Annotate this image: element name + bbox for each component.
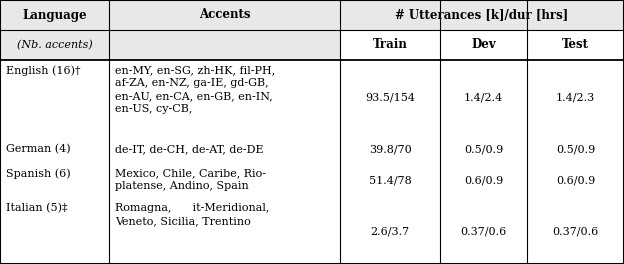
Text: # Utterances [k]/dur [hrs]: # Utterances [k]/dur [hrs] — [396, 8, 568, 21]
Text: Language: Language — [22, 8, 87, 21]
Text: (Nb. accents): (Nb. accents) — [17, 40, 92, 50]
Text: Test: Test — [562, 39, 589, 51]
Text: 1.4/2.3: 1.4/2.3 — [556, 92, 595, 102]
Text: 2.6/3.7: 2.6/3.7 — [371, 226, 409, 236]
Text: 0.5/0.9: 0.5/0.9 — [464, 144, 503, 154]
Text: Veneto, Sicilia, Trentino: Veneto, Sicilia, Trentino — [115, 216, 251, 226]
Text: Italian (5)‡: Italian (5)‡ — [6, 203, 67, 213]
Bar — [109, 0, 340, 30]
Text: af-ZA, en-NZ, ga-IE, gd-GB,: af-ZA, en-NZ, ga-IE, gd-GB, — [115, 78, 269, 88]
Text: 93.5/154: 93.5/154 — [365, 92, 415, 102]
Text: 51.4/78: 51.4/78 — [369, 176, 411, 186]
Bar — [0, 30, 109, 60]
Text: 0.5/0.9: 0.5/0.9 — [556, 144, 595, 154]
Text: en-AU, en-CA, en-GB, en-IN,: en-AU, en-CA, en-GB, en-IN, — [115, 91, 273, 101]
Text: platense, Andino, Spain: platense, Andino, Spain — [115, 181, 249, 191]
Text: Accents: Accents — [199, 8, 250, 21]
Text: Mexico, Chile, Caribe, Rio-: Mexico, Chile, Caribe, Rio- — [115, 168, 266, 178]
Text: Romagna,      it-Meridional,: Romagna, it-Meridional, — [115, 203, 270, 213]
Bar — [109, 30, 340, 60]
Text: 0.6/0.9: 0.6/0.9 — [556, 176, 595, 186]
Bar — [0, 0, 109, 30]
Text: German (4): German (4) — [6, 144, 71, 154]
Text: Spanish (6): Spanish (6) — [6, 168, 71, 178]
Text: en-US, cy-CB,: en-US, cy-CB, — [115, 104, 193, 114]
Text: Dev: Dev — [471, 39, 496, 51]
Text: English (16)†: English (16)† — [6, 65, 80, 76]
Text: en-MY, en-SG, zh-HK, fil-PH,: en-MY, en-SG, zh-HK, fil-PH, — [115, 65, 275, 75]
Text: 0.37/0.6: 0.37/0.6 — [552, 226, 599, 236]
Text: 0.6/0.9: 0.6/0.9 — [464, 176, 503, 186]
Bar — [340, 0, 624, 30]
Text: 0.37/0.6: 0.37/0.6 — [461, 226, 507, 236]
Text: 39.8/70: 39.8/70 — [369, 144, 411, 154]
Text: Train: Train — [373, 39, 407, 51]
Text: de-IT, de-CH, de-AT, de-DE: de-IT, de-CH, de-AT, de-DE — [115, 144, 264, 154]
Text: 1.4/2.4: 1.4/2.4 — [464, 92, 503, 102]
